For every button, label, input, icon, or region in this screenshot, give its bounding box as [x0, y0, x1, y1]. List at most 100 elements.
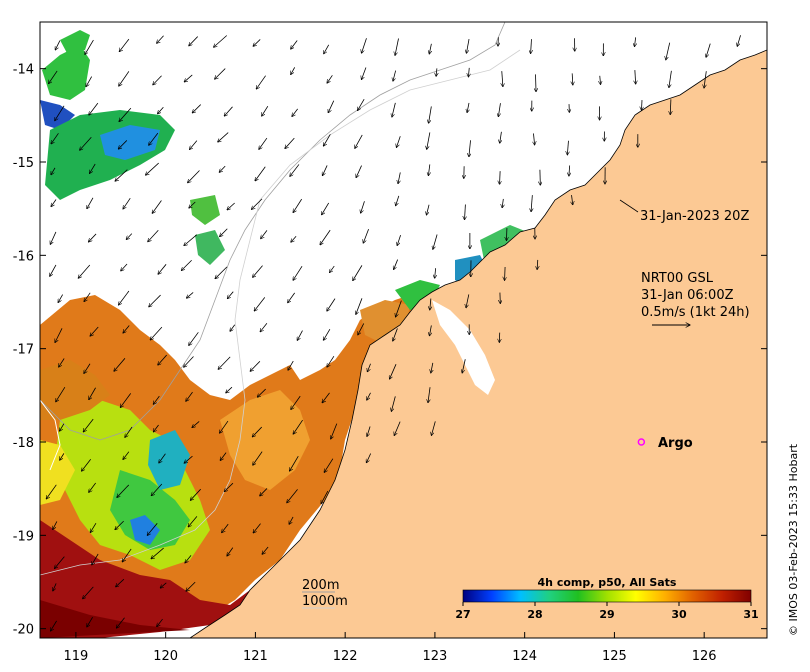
current-arrow	[227, 547, 234, 556]
current-arrow	[87, 197, 94, 209]
current-arrow	[396, 136, 401, 147]
y-tick-label: -16	[13, 249, 34, 264]
current-arrow	[393, 70, 397, 82]
x-tick-label: 124	[512, 649, 537, 664]
current-arrow	[466, 38, 470, 53]
current-arrow	[253, 523, 261, 533]
current-arrow	[397, 235, 401, 245]
current-arrow	[572, 195, 573, 205]
colorbar-tick-label: 28	[527, 608, 542, 621]
current-arrow	[255, 166, 266, 181]
current-arrow	[81, 459, 92, 471]
current-arrow	[500, 131, 502, 143]
current-arrow	[185, 555, 192, 563]
current-arrow	[54, 556, 65, 569]
current-arrow	[363, 228, 369, 243]
current-arrow	[357, 99, 365, 110]
current-arrow	[328, 100, 335, 113]
current-arrow	[293, 198, 303, 212]
current-arrow	[256, 75, 266, 89]
current-arrow	[122, 548, 132, 562]
argo-label[interactable]: Argo	[658, 436, 693, 451]
current-arrow	[123, 197, 131, 209]
current-arrow	[51, 199, 57, 207]
current-arrow	[320, 229, 331, 245]
current-arrow	[190, 488, 201, 500]
current-arrow	[222, 523, 229, 533]
current-arrow	[186, 292, 194, 298]
current-arrow	[465, 204, 466, 219]
current-arrow	[219, 165, 226, 172]
current-arrow	[219, 420, 229, 433]
current-arrow	[59, 423, 65, 432]
current-arrow	[367, 426, 371, 437]
current-arrow	[572, 73, 573, 85]
current-arrow	[361, 67, 367, 80]
current-arrow	[291, 235, 297, 242]
current-arrow	[115, 520, 124, 530]
current-arrow	[393, 328, 398, 341]
current-arrow	[254, 297, 266, 311]
current-arrow	[502, 198, 503, 208]
current-arrow	[391, 396, 396, 411]
current-arrow	[153, 75, 162, 85]
current-arrow	[394, 421, 401, 436]
current-arrow	[119, 71, 130, 86]
current-arrow	[323, 328, 331, 340]
y-tick-label: -17	[13, 343, 34, 358]
current-arrow	[322, 392, 330, 403]
current-arrow	[119, 38, 130, 52]
current-arrow	[358, 323, 365, 334]
y-tick-label: -19	[13, 529, 34, 544]
current-arrow	[123, 325, 130, 333]
current-arrow	[251, 198, 263, 210]
current-arrow	[537, 259, 538, 270]
current-arrow	[288, 292, 296, 303]
current-arrow	[469, 140, 471, 157]
current-arrow	[147, 523, 158, 535]
current-arrow	[188, 170, 200, 183]
argo-marker[interactable]	[637, 438, 646, 446]
current-arrow	[431, 421, 436, 435]
current-arrow	[157, 618, 163, 627]
current-arrow	[89, 482, 96, 492]
current-arrow	[395, 38, 399, 56]
current-arrow	[327, 355, 335, 367]
current-arrow	[159, 453, 166, 463]
current-arrow	[429, 43, 431, 54]
current-arrow	[49, 70, 58, 84]
current-arrow	[188, 516, 198, 527]
current-arrow	[151, 547, 164, 559]
current-arrow	[533, 133, 534, 144]
current-arrow	[367, 363, 371, 372]
current-arrow	[87, 616, 93, 627]
current-arrow	[290, 164, 300, 176]
current-arrow	[92, 553, 99, 565]
current-arrow	[500, 171, 501, 184]
current-arrow	[396, 195, 400, 206]
current-arrow	[151, 483, 163, 496]
current-arrow	[184, 234, 198, 246]
colorbar-tick-label: 31	[743, 608, 758, 621]
current-arrow	[215, 266, 228, 279]
current-arrow	[117, 484, 130, 497]
current-arrow	[84, 363, 91, 374]
contour-200-label: 200m	[302, 578, 339, 593]
x-tick-label: 125	[602, 649, 627, 664]
current-arrow	[118, 290, 130, 305]
current-arrow	[50, 620, 57, 631]
current-arrow	[53, 521, 58, 529]
current-arrow	[152, 200, 162, 213]
current-arrow	[356, 165, 362, 178]
current-arrow	[531, 39, 532, 53]
current-model-label: NRT00 GSL	[641, 271, 714, 286]
current-arrow	[55, 105, 65, 121]
current-arrow	[226, 386, 233, 393]
current-arrow	[297, 330, 303, 341]
current-arrow	[353, 265, 363, 280]
current-arrow	[186, 581, 196, 591]
current-arrow	[259, 137, 268, 149]
contour-1000-label: 1000m	[302, 594, 348, 609]
current-arrow	[429, 325, 431, 335]
